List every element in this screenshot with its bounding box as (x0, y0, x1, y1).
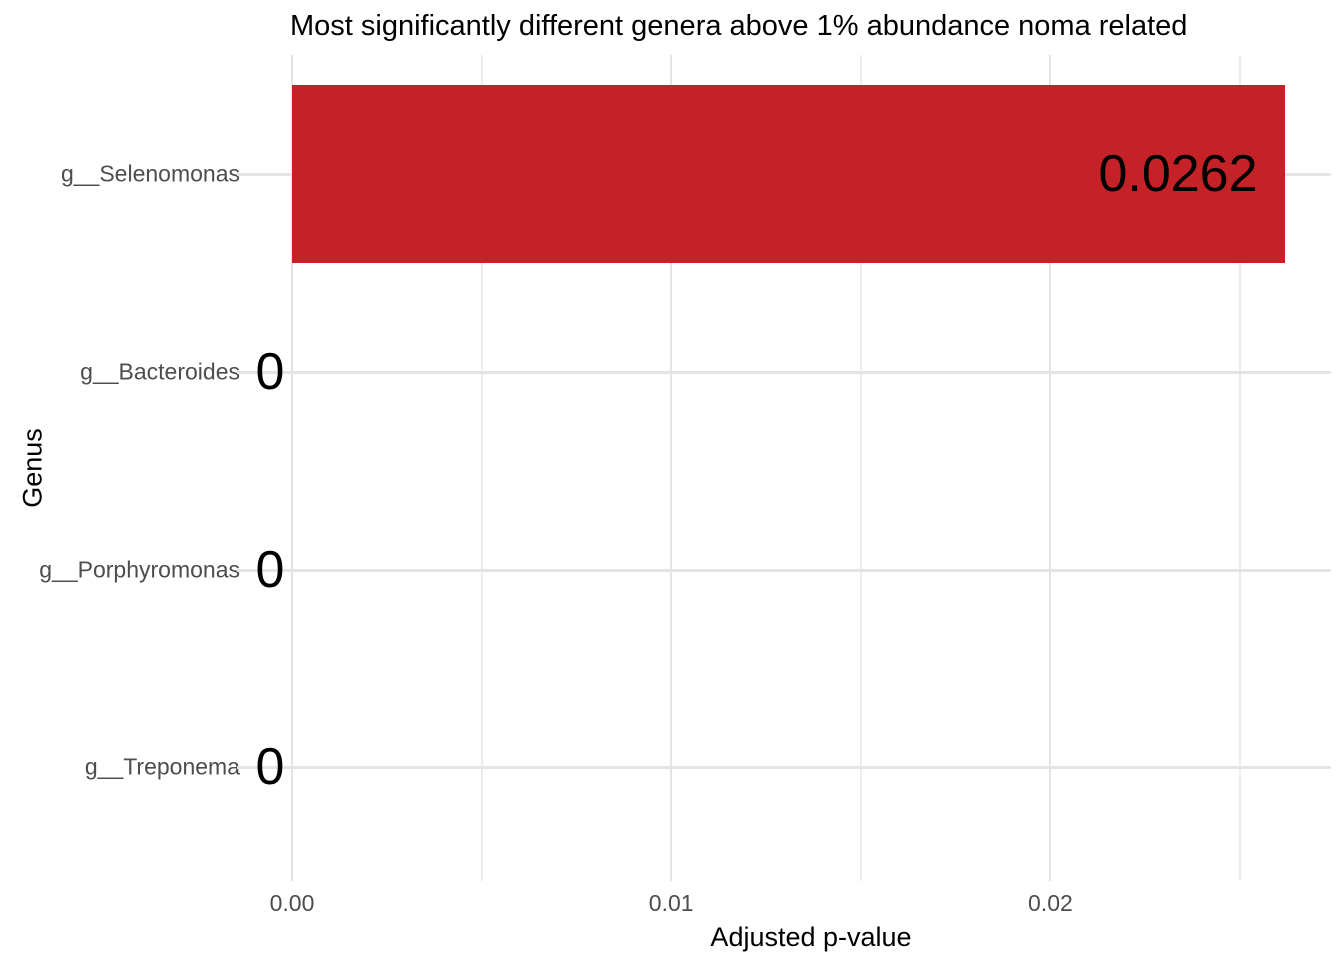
bar-value-label: 0 (255, 738, 285, 797)
bar-g__Selenomonas (292, 85, 1286, 263)
x-tick-label: 0.00 (269, 890, 315, 916)
plot-panel: 0.0262 0 0 0 (256, 55, 1331, 881)
bar-value-label: 0 (255, 540, 285, 599)
bar-value-label: 0.0262 (1098, 145, 1258, 203)
gridline-major-horizontal (237, 766, 1331, 770)
gridline-minor-vertical (859, 55, 862, 881)
x-tick-label: 0.01 (648, 890, 694, 916)
bar-value-label: 0 (255, 342, 285, 401)
x-axis-title: Adjusted p-value (710, 922, 912, 952)
y-tick-label: g__Treponema (84, 753, 240, 780)
gridline-major-horizontal (237, 568, 1331, 572)
y-tick-label: g__Porphyromonas (39, 556, 240, 583)
y-tick-label: g__Selenomonas (60, 160, 240, 187)
chart-title: Most significantly different genera abov… (290, 10, 1188, 42)
gridline-major-vertical (291, 55, 293, 881)
gridline-minor-vertical (1238, 55, 1241, 881)
gridline-minor-vertical (480, 55, 483, 881)
gridline-major-horizontal (237, 370, 1331, 374)
x-tick-label: 0.02 (1028, 890, 1073, 916)
y-tick-label: g__Bacteroides (80, 358, 240, 385)
gridline-major-vertical (1049, 55, 1052, 881)
gridline-major-vertical (670, 55, 673, 881)
y-axis-title: Genus (17, 428, 48, 508)
